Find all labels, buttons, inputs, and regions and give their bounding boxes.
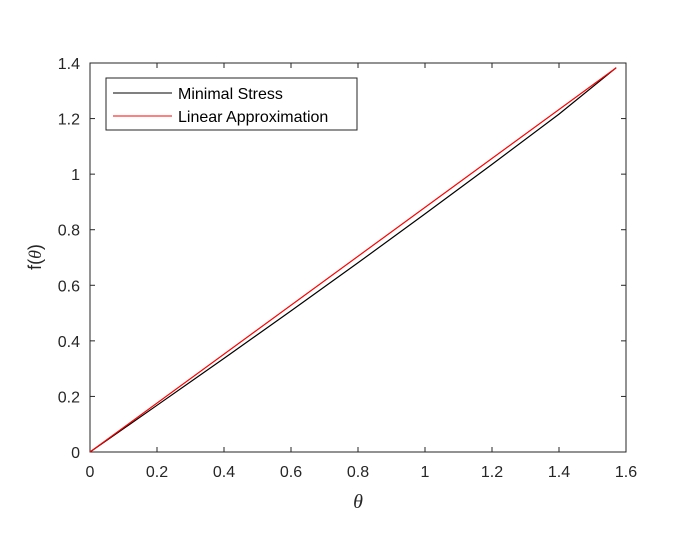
x-tick-label: 0.6: [280, 464, 302, 481]
series-lines: [89, 67, 617, 453]
x-tick-label: 0.8: [347, 464, 369, 481]
y-tick-label: 0: [71, 445, 80, 462]
x-tick-label: 0: [86, 464, 95, 481]
y-axis-label-suffix: ): [25, 244, 45, 250]
legend-label-linear-approximation: Linear Approximation: [178, 109, 328, 126]
y-tick-label: 0.6: [58, 278, 80, 295]
y-tick-label: 0.4: [58, 334, 80, 351]
legend-box: [105, 77, 358, 131]
y-tick-label: 1.4: [58, 56, 80, 73]
y-axis-label: f(θ): [25, 244, 45, 270]
legend-label-minimal-stress: Minimal Stress: [178, 86, 283, 103]
legend: Minimal Stress Linear Approximation: [105, 77, 358, 131]
y-axis-label-prefix: f(: [25, 259, 45, 270]
x-tick-label: 1.6: [615, 464, 637, 481]
y-axis-label-variable: θ: [25, 250, 45, 259]
series-line-minimal-stress: [89, 67, 617, 453]
x-tick-label: 1: [421, 464, 430, 481]
x-tick-label: 0.2: [146, 464, 168, 481]
y-tick-label: 1.2: [58, 112, 80, 129]
x-tick-label: 0.4: [213, 464, 235, 481]
y-tick-labels: 0 0.2 0.4 0.6 0.8 1 1.2 1.4: [58, 56, 80, 462]
x-tick-labels: 0 0.2 0.4 0.6 0.8 1 1.2 1.4 1.6: [86, 464, 638, 481]
x-axis-label: θ: [353, 491, 363, 513]
y-tick-label: 0.2: [58, 389, 80, 406]
x-tick-label: 1.4: [548, 464, 570, 481]
y-tick-label: 1: [71, 167, 80, 184]
y-tick-label: 0.8: [58, 223, 80, 240]
series-line-linear-approximation: [89, 67, 617, 453]
x-tick-label: 1.2: [481, 464, 503, 481]
axis-ticks: [89, 62, 627, 453]
